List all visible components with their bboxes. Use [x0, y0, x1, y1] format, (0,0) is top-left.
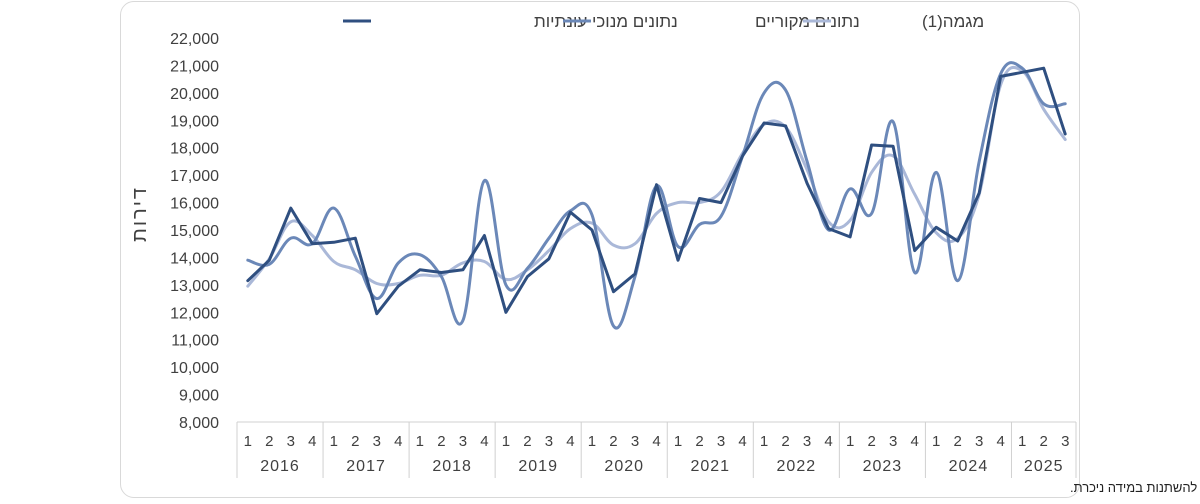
x-tick-label: 4 [566, 433, 574, 450]
x-tick-label: 4 [997, 433, 1005, 450]
x-tick-label: 2 [695, 433, 703, 450]
x-tick-label: 3 [975, 433, 983, 450]
legend-label: נתונים מנוכי עונתיות [534, 12, 678, 31]
x-tick-label: 3 [287, 433, 295, 450]
x-tick-label: 4 [824, 433, 832, 450]
x-tick-label: 3 [803, 433, 811, 450]
x-tick-label: 3 [889, 433, 897, 450]
x-tick-label: 2 [351, 433, 359, 450]
x-tick-label: 2 [781, 433, 789, 450]
x-tick-label: 4 [308, 433, 316, 450]
y-tick-label: 21,000 [170, 58, 219, 75]
year-label: 2023 [863, 458, 903, 475]
y-axis: 8,000 9,000 10,000 11,000 12,000 13,000 14,000… [170, 31, 219, 432]
year-label: 2016 [260, 458, 300, 475]
x-tick-label: 3 [545, 433, 553, 450]
y-tick-label: 20,000 [170, 86, 219, 103]
series-layer [246, 61, 1067, 330]
x-axis: 1 2 3 4 1 2 3 4 1 2 3 4 1 2 3 4 1 2 3 4 1 2 3 4 1 2 3 4 1 2 3 4 1 2 3 4 1 2 32… [236, 421, 1077, 478]
x-tick-label: 4 [652, 433, 660, 450]
x-tick-label: 1 [674, 433, 682, 450]
x-tick-label: 1 [502, 433, 510, 450]
x-tick-label: 2 [609, 433, 617, 450]
x-tick-label: 2 [954, 433, 962, 450]
x-tick-label: 4 [738, 433, 746, 450]
x-tick-label: 1 [416, 433, 424, 450]
x-tick-label: 1 [244, 433, 252, 450]
x-tick-label: 3 [1061, 433, 1069, 450]
year-label: 2020 [604, 458, 644, 475]
y-tick-label: 15,000 [170, 223, 219, 240]
series-line-2 [246, 65, 1067, 288]
x-tick-label: 1 [330, 433, 338, 450]
y-tick-label: 16,000 [170, 196, 219, 213]
y-tick-label: 11,000 [171, 333, 219, 350]
x-tick-label: 1 [846, 433, 854, 450]
y-tick-label: 10,000 [170, 360, 219, 377]
x-tick-label: 2 [867, 433, 875, 450]
x-tick-label: 4 [480, 433, 488, 450]
y-tick-label: 14,000 [170, 250, 219, 267]
year-label: 2022 [777, 458, 817, 475]
footnote: 1) שלושת האומדנים האחרונים של המגמה עשוי… [1070, 480, 1200, 495]
x-tick-label: 1 [1018, 433, 1026, 450]
x-tick-label: 3 [717, 433, 725, 450]
year-label: 2025 [1024, 458, 1064, 475]
x-tick-label: 2 [265, 433, 273, 450]
x-tick-label: 3 [631, 433, 639, 450]
x-tick-label: 4 [394, 433, 402, 450]
x-tick-label: 1 [932, 433, 940, 450]
x-tick-label: 1 [588, 433, 596, 450]
x-tick-label: 2 [1040, 433, 1048, 450]
y-tick-label: 13,000 [170, 278, 219, 295]
legend-label: מגמה(1) [922, 12, 984, 31]
y-tick-label: 17,000 [170, 168, 219, 185]
y-tick-label: 9,000 [179, 388, 219, 405]
year-label: 2018 [432, 458, 472, 475]
y-axis-label: דירות [129, 186, 151, 242]
x-tick-label: 1 [760, 433, 768, 450]
x-tick-label: 3 [459, 433, 467, 450]
x-tick-label: 2 [523, 433, 531, 450]
y-tick-label: 8,000 [179, 415, 219, 432]
x-tick-label: 4 [910, 433, 918, 450]
y-tick-label: 12,000 [170, 305, 219, 322]
x-tick-label: 2 [437, 433, 445, 450]
year-label: 2024 [949, 458, 989, 475]
series-line-0 [246, 66, 1067, 316]
year-label: 2017 [346, 458, 386, 475]
y-tick-label: 19,000 [170, 113, 219, 130]
year-label: 2021 [690, 458, 730, 475]
year-label: 2019 [518, 458, 558, 475]
y-tick-label: 18,000 [170, 141, 219, 158]
legend: נתונים מנוכי עונתיות נתונים מקוריים מגמה(1… [343, 12, 984, 31]
series-line-1 [246, 61, 1067, 330]
x-tick-label: 3 [373, 433, 381, 450]
y-tick-label: 22,000 [170, 31, 219, 48]
